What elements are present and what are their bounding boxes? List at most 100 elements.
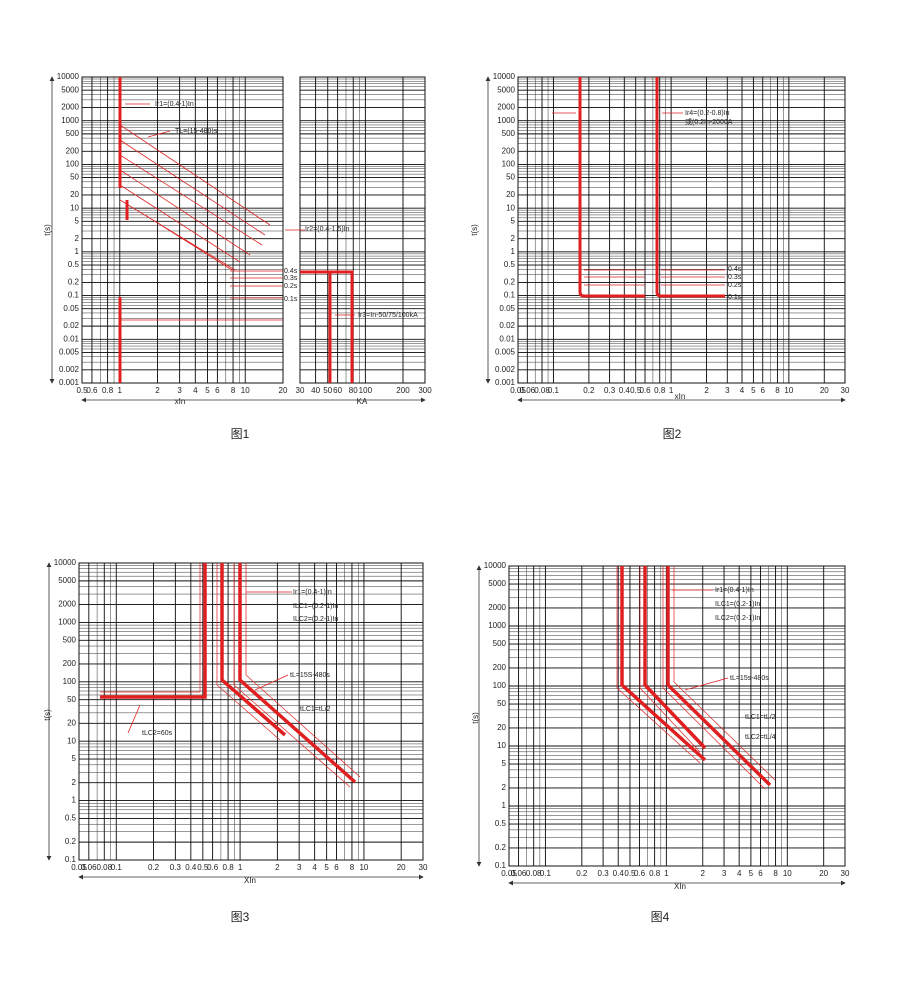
annotation: 0.1s (728, 294, 742, 301)
x-tick-label: 6 (215, 386, 220, 395)
annotation: Ir1=(0.4-1)In (293, 589, 332, 596)
y-tick-label: 5 (502, 759, 507, 768)
y-axis-label: t(s) (470, 224, 479, 236)
annotation: tL=15s-480s (730, 675, 769, 682)
x-tick-label: 0.1 (540, 869, 552, 878)
y-tick-label: 0.005 (59, 348, 80, 357)
x-axis-label: XIn (674, 882, 686, 891)
y-tick-label: 1 (502, 801, 507, 810)
y-tick-label: 0.5 (495, 819, 507, 828)
y-tick-label: 0.05 (63, 304, 79, 313)
y-tick-label: 0.1 (495, 861, 507, 870)
x-tick-label: 0.1 (548, 386, 560, 395)
x-tick-label: 0.05 (71, 863, 87, 872)
x-axis-label: xIn (675, 392, 686, 401)
y-tick-label: 5 (75, 216, 80, 225)
y-tick-label: 0.001 (495, 378, 516, 387)
y-tick-label: 2 (75, 234, 80, 243)
x-tick-label: 10 (783, 869, 792, 878)
annotation: Ir4=(0.2-0.8)In (685, 110, 730, 117)
y-tick-label: 0.2 (65, 837, 77, 846)
y-tick-label: 0.5 (504, 260, 516, 269)
y-tick-label: 0.05 (499, 304, 515, 313)
y-tick-label: 100 (502, 160, 516, 169)
x-tick-label: 4 (740, 386, 745, 395)
y-tick-label: 200 (502, 146, 516, 155)
x-tick-label: 3 (725, 386, 730, 395)
y-tick-label: 500 (66, 129, 80, 138)
x-tick-label: 8 (775, 386, 780, 395)
x-tick-label: 5 (324, 863, 329, 872)
annotation: tLC1=tL/2 (300, 706, 331, 713)
y-tick-label: 0.2 (504, 278, 516, 287)
x-tick-label: 4 (193, 386, 198, 395)
y-tick-label: 10 (497, 741, 506, 750)
x-tick-label: 0.8 (649, 869, 661, 878)
x-tick-label: 2 (155, 386, 160, 395)
x-tick-label: 0.05 (510, 386, 526, 395)
x-tick-label: 0.5 (197, 863, 209, 872)
x-tick-label: 0.6 (634, 869, 646, 878)
x-tick-label: 0.06 (511, 869, 527, 878)
annotation: ILC1=(0.2-1)In (293, 603, 338, 610)
x-axis-label: XIn (244, 876, 256, 885)
trip-curves (100, 77, 776, 790)
y-tick-label: 50 (67, 695, 76, 704)
x-tick-label: 0.5 (76, 386, 88, 395)
plot-frame (517, 76, 846, 384)
x-tick-label: 4 (312, 863, 317, 872)
y-tick-label: 0.5 (68, 260, 80, 269)
x-tick-label: 0.6 (86, 386, 98, 395)
x-tick-label: 0.06 (81, 863, 97, 872)
y-tick-label: 5 (72, 754, 77, 763)
y-tick-label: 10 (506, 203, 515, 212)
y-tick-label: 20 (497, 723, 506, 732)
annotation: Ir1=(0.4-1)In (715, 587, 754, 594)
annotation: tLC2=tL/4 (745, 734, 776, 741)
y-tick-label: 0.02 (63, 321, 79, 330)
x-tick-label: 2 (275, 863, 280, 872)
y-tick-label: 1 (75, 247, 80, 256)
x-tick-label: 8 (350, 863, 355, 872)
plot-frame (78, 562, 424, 861)
x-tick-label: 5 (749, 869, 754, 878)
y-tick-label: 200 (63, 659, 77, 668)
y-tick-label: 0.005 (495, 348, 516, 357)
y-tick-label: 1000 (488, 621, 506, 630)
y-tick-label: 200 (66, 146, 80, 155)
x-tick-label: 20 (279, 386, 288, 395)
x-tick-label: 5 (205, 386, 210, 395)
y-tick-label: 50 (506, 173, 515, 182)
y-tick-label: 5 (511, 216, 516, 225)
x-tick-label: 3 (177, 386, 182, 395)
y-tick-label: 100 (63, 677, 77, 686)
x-tick-label: 80 (349, 386, 358, 395)
x-tick-label: 0.2 (583, 386, 595, 395)
x-tick-label: 0.4 (185, 863, 197, 872)
x-tick-label: 1 (118, 386, 123, 395)
annotation: 0.1s (284, 296, 298, 303)
x-tick-label: 30 (841, 869, 850, 878)
figure-caption: 图1 (231, 427, 250, 441)
y-tick-label: 0.02 (499, 321, 515, 330)
figure-caption: 图2 (663, 427, 682, 441)
y-tick-label: 20 (70, 190, 79, 199)
x-tick-label: 20 (819, 869, 828, 878)
y-tick-label: 500 (493, 639, 507, 648)
x-tick-label: 0.2 (576, 869, 588, 878)
y-tick-label: 2000 (497, 103, 515, 112)
y-tick-label: 200 (493, 663, 507, 672)
x-tick-label: 8 (773, 869, 778, 878)
x-tick-label: 0.1 (111, 863, 123, 872)
x-tick-label: 60 (333, 386, 342, 395)
x-tick-label: 0.4 (619, 386, 631, 395)
x-tick-label: 0.2 (148, 863, 160, 872)
x-tick-label: 0.5 (624, 869, 636, 878)
x-tick-label: 40 (311, 386, 320, 395)
y-tick-label: 10 (70, 203, 79, 212)
y-axis-label: t(s) (43, 224, 52, 236)
x-tick-label: 3 (722, 869, 727, 878)
y-tick-label: 5000 (488, 579, 506, 588)
annotation: 0.3s (728, 274, 742, 281)
x-tick-label: 6 (761, 386, 766, 395)
